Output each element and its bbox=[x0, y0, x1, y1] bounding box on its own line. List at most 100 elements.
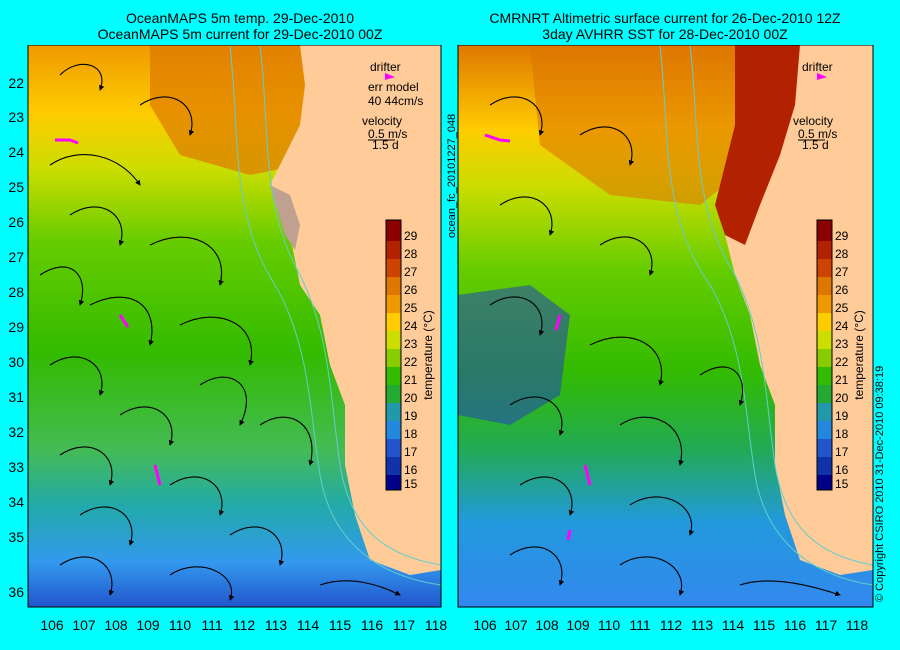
colorbar-label: 18 bbox=[835, 427, 849, 441]
lon-label: 110 bbox=[598, 617, 621, 633]
left-lon-labels: 106 107 108 109 110 111 112 113 114 115 … bbox=[40, 617, 447, 633]
lon-label: 118 bbox=[846, 617, 869, 633]
left-map-contours bbox=[229, 45, 442, 586]
right-map-land-red bbox=[715, 45, 800, 245]
lat-label: 27 bbox=[8, 249, 24, 265]
colorbar-label: 19 bbox=[404, 409, 418, 423]
colorbar-label: 18 bbox=[404, 427, 418, 441]
colorbar-swatch bbox=[386, 475, 401, 490]
lon-label: 113 bbox=[265, 617, 288, 633]
lon-label: 109 bbox=[566, 617, 590, 633]
left-map-panel: 22 23 24 25 26 27 28 29 30 31 32 33 34 3… bbox=[8, 45, 447, 633]
colorbar-label: 27 bbox=[835, 265, 849, 279]
colorbar-swatch bbox=[386, 220, 401, 241]
lat-label: 25 bbox=[8, 179, 24, 195]
lat-label: 24 bbox=[8, 144, 24, 160]
colorbar-label: 28 bbox=[835, 247, 849, 261]
right-lon-labels: 106 107 108 109 110 111 112 113 114 115 … bbox=[473, 617, 868, 633]
drifter-label: drifter bbox=[370, 60, 401, 74]
colorbar-label: 20 bbox=[404, 391, 418, 405]
colorbar-swatch bbox=[817, 475, 832, 490]
lon-label: 118 bbox=[425, 617, 448, 633]
right-panel-title: CMRNRT Altimetric surface current for 26… bbox=[455, 10, 875, 42]
colorbar-label: 24 bbox=[404, 319, 418, 333]
lat-label: 28 bbox=[8, 284, 24, 300]
colorbar-swatch bbox=[386, 313, 401, 331]
colorbar-frame bbox=[816, 219, 833, 491]
colorbar-label: 17 bbox=[835, 445, 849, 459]
colorbar-label: 29 bbox=[404, 229, 418, 243]
colorbar-label: 24 bbox=[835, 319, 849, 333]
colorbar-label: 20 bbox=[835, 391, 849, 405]
colorbar-swatch bbox=[386, 295, 401, 313]
colorbar-swatch bbox=[817, 259, 832, 277]
copyright-text: © Copyright CSIRO 2010 31-Dec-2010 09:38… bbox=[874, 365, 886, 602]
lon-label: 116 bbox=[784, 617, 807, 633]
left-map-warm-north bbox=[150, 45, 330, 175]
lat-label: 36 bbox=[8, 584, 24, 600]
lon-label: 111 bbox=[629, 617, 650, 633]
lon-label: 106 bbox=[473, 617, 497, 633]
colorbar-swatch bbox=[817, 313, 832, 331]
lat-label: 22 bbox=[8, 75, 24, 91]
colorbar-label: 21 bbox=[404, 373, 418, 387]
right-title-line2: 3day AVHRR SST for 28-Dec-2010 00Z bbox=[542, 26, 788, 42]
velocity-time: 1.5 d bbox=[802, 138, 829, 152]
right-title-line1: CMRNRT Altimetric surface current for 26… bbox=[489, 10, 841, 26]
colorbar-swatch bbox=[817, 457, 832, 475]
colorbar-swatch bbox=[386, 439, 401, 457]
lat-label: 30 bbox=[8, 354, 24, 370]
colorbar-label: 25 bbox=[404, 301, 418, 315]
lon-label: 107 bbox=[504, 617, 528, 633]
colorbar-swatch bbox=[386, 331, 401, 349]
err-model-label: err model bbox=[368, 80, 419, 94]
left-colorbar: 29 28 27 26 25 24 23 22 21 20 19 18 17 1… bbox=[385, 219, 435, 491]
colorbar-label: 17 bbox=[404, 445, 418, 459]
lon-label: 114 bbox=[722, 617, 745, 633]
colorbar-swatch bbox=[386, 349, 401, 367]
colorbar-swatch bbox=[817, 331, 832, 349]
colorbar-label: 19 bbox=[835, 409, 849, 423]
drifter-label: drifter bbox=[802, 60, 833, 74]
colorbar-label: 16 bbox=[835, 463, 849, 477]
velocity-scale: 0.5 m/s bbox=[798, 127, 837, 141]
colorbar-label: 26 bbox=[835, 283, 849, 297]
right-legend: drifter velocity 0.5 m/s 1.5 d bbox=[793, 60, 837, 152]
drifter-marker-icon bbox=[385, 73, 395, 80]
velocity-scale: 0.5 m/s bbox=[368, 127, 407, 141]
lon-label: 108 bbox=[535, 617, 559, 633]
left-map-coast-grey bbox=[270, 185, 300, 250]
right-map-contours bbox=[659, 45, 874, 586]
colorbar-frame bbox=[385, 219, 402, 491]
colorbar-unit-label: temperature (°C) bbox=[421, 310, 435, 400]
lon-label: 113 bbox=[691, 617, 714, 633]
colorbar-swatch bbox=[817, 439, 832, 457]
lon-label: 114 bbox=[297, 617, 320, 633]
lat-label: 33 bbox=[8, 459, 24, 475]
lon-label: 106 bbox=[40, 617, 64, 633]
lon-label: 115 bbox=[753, 617, 776, 633]
colorbar-label: 23 bbox=[835, 337, 849, 351]
lat-label: 29 bbox=[8, 319, 24, 335]
lat-label: 35 bbox=[8, 529, 24, 545]
left-title-line1: OceanMAPS 5m temp. 29-Dec-2010 bbox=[126, 10, 354, 26]
lon-label: 109 bbox=[136, 617, 160, 633]
colorbar-label: 27 bbox=[404, 265, 418, 279]
lon-label: 112 bbox=[660, 617, 683, 633]
colorbar-label: 22 bbox=[404, 355, 418, 369]
colorbar-swatch bbox=[817, 277, 832, 295]
colorbar-label: 25 bbox=[835, 301, 849, 315]
ocean-run-id: ocean_fc_20101227_048 bbox=[446, 113, 458, 238]
lon-label: 110 bbox=[169, 617, 192, 633]
lon-label: 117 bbox=[815, 617, 838, 633]
colorbar-unit-label: temperature (°C) bbox=[852, 310, 866, 400]
colorbar-swatch bbox=[386, 241, 401, 259]
lon-label: 117 bbox=[393, 617, 416, 633]
colorbar-swatch bbox=[386, 457, 401, 475]
lon-label: 115 bbox=[329, 617, 352, 633]
lat-label: 23 bbox=[8, 109, 24, 125]
colorbar-label: 26 bbox=[404, 283, 418, 297]
right-map-warm-north bbox=[530, 45, 750, 205]
velocity-label: velocity bbox=[793, 114, 833, 128]
velocity-label: velocity bbox=[362, 114, 402, 128]
